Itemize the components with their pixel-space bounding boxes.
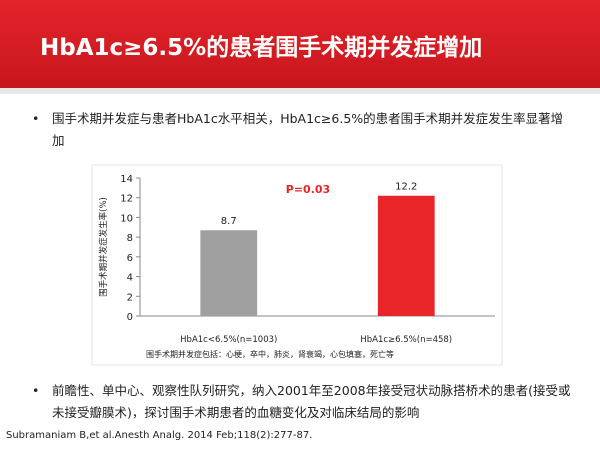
y-tick-label: 4 [127, 273, 133, 284]
y-tick-label: 2 [127, 292, 133, 303]
citation: Subramaniam B,et al.Anesth Analg. 2014 F… [6, 430, 313, 441]
header-rule [0, 88, 600, 94]
annotation: P=0.03 [286, 183, 330, 196]
x-tick-label: HbA1c<6.5%(n=1003) [180, 335, 277, 345]
y-tick-label: 12 [120, 194, 133, 205]
header-band [0, 0, 600, 88]
bullet: 围手术期并发症与患者HbA1c水平相关，HbA1c≥6.5%的患者围手术期并发症… [32, 108, 572, 152]
y-axis-label: 围手术期并发症发生率(%) [98, 197, 109, 297]
data-label: 12.2 [395, 182, 417, 193]
y-tick-label: 14 [120, 174, 133, 185]
data-label: 8.7 [221, 216, 237, 227]
bullet: 前瞻性、单中心、观察性队列研究，纳入2001年至2008年接受冠状动脉搭桥术的患… [32, 380, 572, 424]
bar [377, 195, 435, 316]
x-tick-label: HbA1c≥6.5%(n=458) [360, 335, 452, 345]
y-tick-label: 6 [127, 253, 133, 264]
note: 围手术期并发症包括：心梗，卒中，肺炎，肾衰竭，心包填塞，死亡等 [146, 349, 394, 359]
slide-title: HbA1c≥6.5%的患者围手术期并发症增加 [40, 35, 483, 61]
chart-frame [91, 164, 503, 366]
y-tick-label: 0 [127, 312, 133, 323]
bar [200, 230, 258, 316]
y-tick-label: 8 [127, 233, 133, 244]
y-tick-label: 10 [120, 213, 133, 224]
